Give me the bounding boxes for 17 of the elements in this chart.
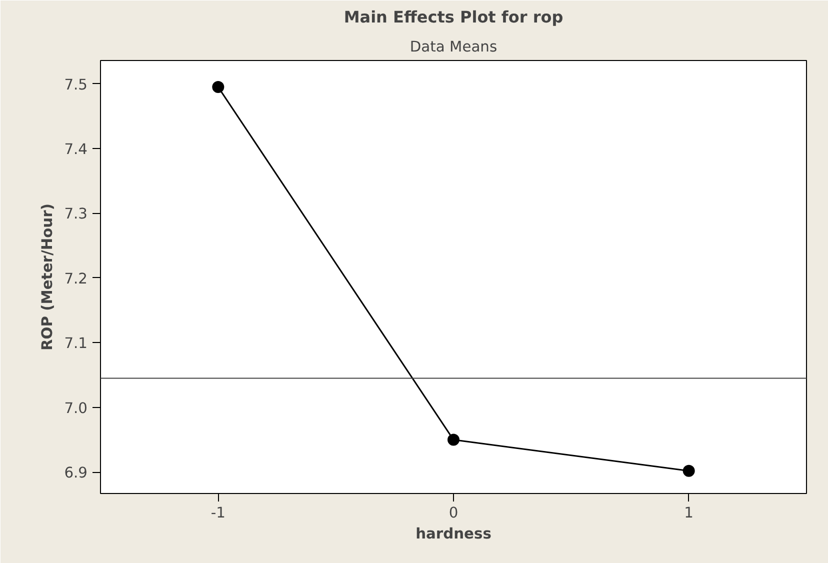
x-axis-title: hardness — [416, 526, 492, 542]
point — [448, 434, 460, 446]
y-tick-label: 6.9 — [64, 464, 88, 482]
x-tick-label: -1 — [210, 504, 226, 522]
y-tick-label: 7.0 — [64, 400, 88, 417]
y-tick-label: 7.3 — [64, 206, 88, 223]
y-tick-label: 7.1 — [64, 335, 88, 352]
y-tick-label: 7.5 — [64, 76, 88, 94]
point — [212, 81, 224, 94]
x-tick-label: 1 — [684, 504, 694, 522]
y-tick-label: 7.2 — [64, 270, 88, 288]
y-tick-label: 7.4 — [64, 141, 88, 158]
x-tick-label: 0 — [448, 504, 458, 522]
chart-subtitle: Data Means — [410, 38, 498, 56]
point — [682, 464, 695, 477]
y-axis-title: ROP (Meter/Hour) — [39, 203, 56, 351]
chart-title: Main Effects Plot for rop — [344, 8, 564, 26]
